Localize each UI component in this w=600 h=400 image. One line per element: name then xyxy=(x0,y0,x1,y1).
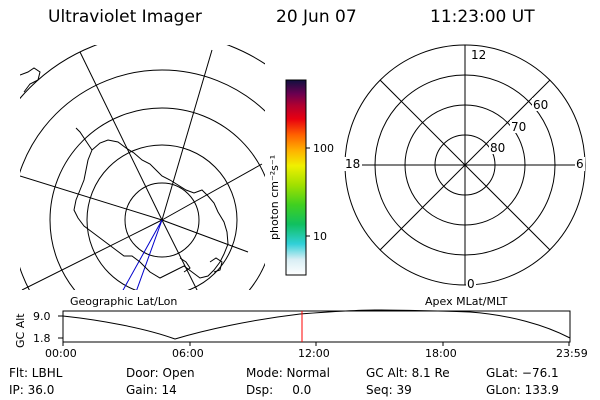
mlt-label-noon: 12 xyxy=(471,48,486,62)
coast-detail xyxy=(209,257,223,273)
altitude-plot-frame xyxy=(62,310,571,343)
observation-time: 11:23:00 UT xyxy=(430,7,535,27)
instrument-title: Ultraviolet Imager xyxy=(48,7,202,27)
gc-alt-status: GC Alt: 8.1 Re xyxy=(366,366,450,380)
polar-grid-labels: 12 18 6 0 60 70 80 xyxy=(344,48,585,291)
colorbar: 100 10 photon cm⁻²s⁻¹ xyxy=(268,79,334,276)
orbit-altitude-curve xyxy=(62,309,571,340)
meridian-line xyxy=(161,219,249,253)
dsp-status: Dsp: 0.0 xyxy=(246,383,312,397)
meridian-line xyxy=(20,175,163,221)
filter-status: Flt: LBHL xyxy=(9,366,63,380)
x-tick-label: 06:00 xyxy=(172,347,204,360)
glat-status: GLat: −76.1 xyxy=(486,366,559,380)
x-tick-label: 00:00 xyxy=(45,347,77,360)
geographic-map xyxy=(20,45,265,290)
mlt-line xyxy=(379,79,551,251)
antarctic-peninsula xyxy=(75,127,93,151)
gain-status: Gain: 14 xyxy=(126,383,177,397)
colorbar-gradient xyxy=(285,79,307,276)
lat-circle xyxy=(86,144,238,290)
sun-direction-line xyxy=(122,219,163,290)
meridian-line xyxy=(161,49,213,221)
door-status: Door: Open xyxy=(126,366,195,380)
x-tick-label: 12:00 xyxy=(298,347,330,360)
coast-detail xyxy=(179,257,191,273)
mlat-label-80: 80 xyxy=(490,141,505,155)
meridian-line xyxy=(161,163,263,221)
seq-status: Seq: 39 xyxy=(366,383,412,397)
lat-circle xyxy=(49,107,265,290)
meridian-line xyxy=(79,51,163,221)
lat-circle xyxy=(124,182,200,258)
observation-date: 20 Jun 07 xyxy=(276,7,357,27)
y-tick-label: 1.8 xyxy=(33,332,51,345)
right-map-caption: Apex MLat/MLT xyxy=(425,295,508,308)
altitude-plot: 9.0 1.8 GC Alt 00:00 06:00 12:00 18:00 2… xyxy=(14,309,588,360)
colorbar-tick-label: 10 xyxy=(313,230,327,243)
left-map-caption: Geographic Lat/Lon xyxy=(70,295,178,308)
mlt-label-midnight: 0 xyxy=(467,277,475,291)
mode-status: Mode: Normal xyxy=(246,366,330,380)
x-tick-label: 18:00 xyxy=(425,347,457,360)
glon-status: GLon: 133.9 xyxy=(486,383,559,397)
altitude-ylabel: GC Alt xyxy=(14,313,27,348)
y-tick-label: 9.0 xyxy=(33,310,51,323)
coast-detail xyxy=(20,67,41,93)
sun-direction-line xyxy=(136,219,163,290)
colorbar-unit-label: photon cm⁻²s⁻¹ xyxy=(268,155,281,240)
meridian-line xyxy=(21,219,163,290)
meridian-line xyxy=(161,219,198,290)
ip-status: IP: 36.0 xyxy=(9,383,55,397)
polar-grid-map xyxy=(344,44,586,286)
mlat-label-60: 60 xyxy=(533,98,548,112)
lat-circle xyxy=(20,69,265,290)
mlat-label-70: 70 xyxy=(511,120,526,134)
x-tick-label: 23:59 xyxy=(556,347,588,360)
mlt-label-dusk: 18 xyxy=(345,157,360,171)
colorbar-tick-label: 100 xyxy=(313,142,334,155)
antarctica-coastline xyxy=(73,139,229,279)
mlt-label-dawn: 6 xyxy=(576,157,584,171)
